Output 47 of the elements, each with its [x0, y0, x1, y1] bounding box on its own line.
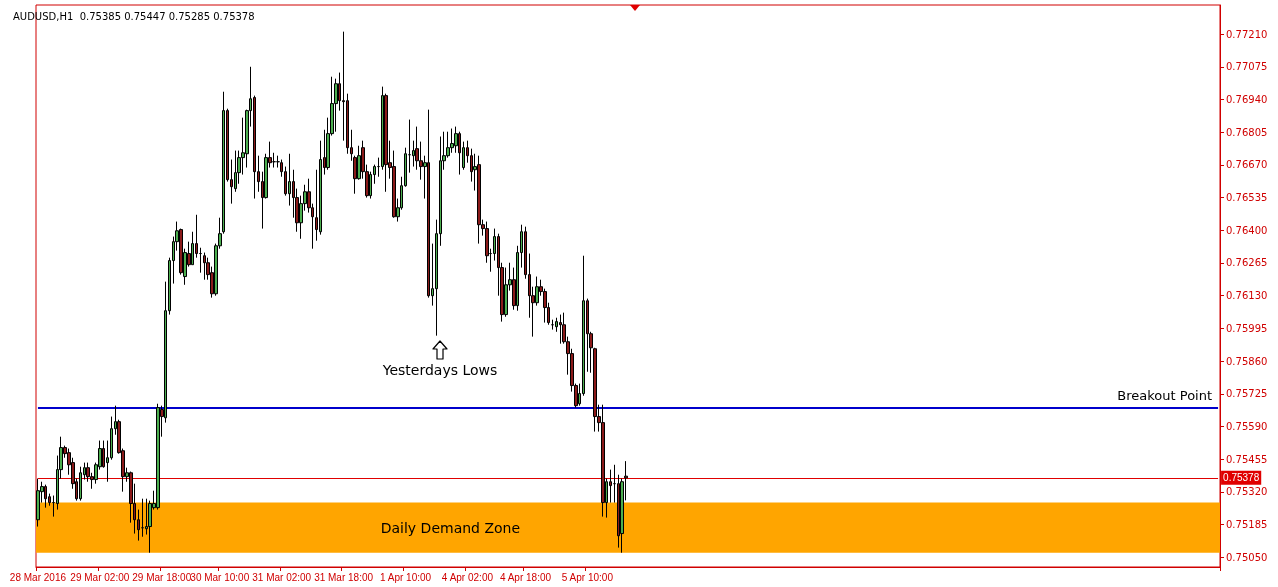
text: AUDUSD,H1 0.75385 0.75447 0.75285 0.75378: [13, 10, 255, 22]
x-tick-label: 31 Mar 02:00: [252, 571, 312, 583]
y-tick-label: 0.76940: [1226, 93, 1268, 105]
candlestick: [79, 466, 82, 502]
candlestick: [44, 484, 47, 509]
y-tick-label: 0.76805: [1226, 126, 1268, 138]
x-tick-label: 30 Mar 10:00: [190, 571, 250, 583]
y-tick-label: 0.75860: [1226, 355, 1268, 367]
candlestick: [458, 131, 461, 176]
y-tick-label: 0.77075: [1226, 61, 1268, 73]
ref-line-label: Breakout Point: [1117, 387, 1213, 403]
candlestick: [199, 247, 202, 274]
y-tick-label: 0.76400: [1226, 224, 1268, 236]
y-tick-label: 0.76535: [1226, 192, 1268, 204]
candlestick: [477, 155, 481, 245]
x-tick-label: 4 Apr 18:00: [499, 571, 552, 583]
candlestick: [203, 252, 206, 281]
candlestick: [36, 478, 40, 528]
x-tick-label: 29 Mar 18:00: [132, 571, 192, 583]
x-tick-label: 28 Mar 2016: [9, 571, 67, 583]
y-tick-label: 0.75050: [1226, 551, 1268, 563]
y-tick-label: 0.75320: [1226, 486, 1268, 498]
y-tick-label: 0.77210: [1226, 28, 1268, 40]
x-tick-label: 29 Mar 02:00: [70, 571, 130, 583]
x-tick-label: 31 Mar 18:00: [314, 571, 374, 583]
y-tick-label: 0.76265: [1226, 257, 1268, 269]
candlestick: [601, 404, 605, 518]
candlestick: [504, 267, 508, 318]
x-tick-label: 4 Apr 02:00: [441, 571, 494, 583]
y-tick-label: 0.75995: [1226, 322, 1268, 334]
y-tick-label: 0.76670: [1226, 159, 1268, 171]
candlestick: [559, 314, 562, 345]
x-tick-label: 5 Apr 10:00: [561, 571, 614, 583]
candlestick: [408, 119, 411, 174]
y-tick-label: 0.75455: [1226, 453, 1268, 465]
y-tick-label: 0.75185: [1226, 519, 1268, 531]
y-tick-label: 0.75590: [1226, 421, 1268, 432]
candlestick: [450, 128, 454, 154]
x-tick-label: 1 Apr 10:00: [379, 571, 432, 583]
candlestick: [156, 403, 160, 511]
candlestick: [593, 347, 597, 433]
y-tick-label: 0.76130: [1226, 290, 1268, 302]
band-label: Daily Demand Zone: [380, 519, 521, 536]
y-tick-label: 0.75725: [1226, 388, 1268, 400]
annotation: Yesterdays Lows: [382, 362, 498, 378]
ref-line-label: 0.75378: [1223, 472, 1260, 484]
candlestick: [141, 498, 144, 538]
